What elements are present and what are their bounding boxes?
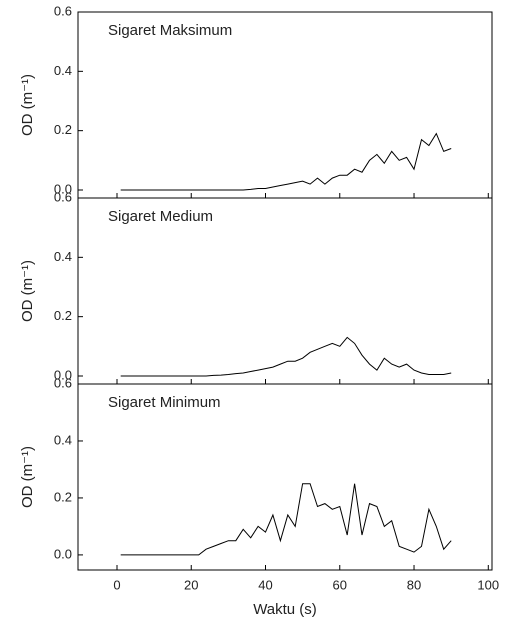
annotation: Sigaret Minimum — [108, 394, 221, 411]
y-tick-label: 0.4 — [54, 63, 72, 78]
x-axis-label: Waktu (s) — [253, 601, 317, 618]
y-tick-label: 0.0 — [54, 367, 72, 382]
data-line — [120, 483, 452, 556]
y-tick-label: 0.6 — [54, 375, 72, 390]
x-tick-label: 40 — [258, 577, 272, 592]
x-tick-label: 20 — [184, 577, 198, 592]
plot-frame — [77, 197, 493, 385]
y-axis-label: OD (m⁻¹) — [19, 74, 36, 136]
x-tick-label: 80 — [407, 577, 421, 592]
y-tick-label: 0.2 — [54, 489, 72, 504]
y-axis-label: OD (m⁻¹) — [19, 446, 36, 508]
y-tick-label: 0.4 — [54, 432, 72, 447]
y-tick-label: 0.0 — [54, 546, 72, 561]
data-line — [120, 336, 452, 377]
x-tick-label: 100 — [477, 577, 499, 592]
plot-frame — [77, 383, 493, 571]
x-tick-label: 60 — [333, 577, 347, 592]
y-tick-label: 0.6 — [54, 189, 72, 204]
y-tick-label: 0.2 — [54, 308, 72, 323]
annotation: Sigaret Maksimum — [108, 22, 232, 39]
plot-frame — [77, 11, 493, 199]
data-line — [120, 132, 452, 191]
y-axis-label: OD (m⁻¹) — [19, 260, 36, 322]
y-tick-label: 0.4 — [54, 249, 72, 264]
annotation: Sigaret Medium — [108, 208, 213, 225]
x-tick-label: 0 — [113, 577, 120, 592]
y-tick-label: 0.6 — [54, 3, 72, 18]
y-tick-label: 0.2 — [54, 122, 72, 137]
y-tick-label: 0.0 — [54, 181, 72, 196]
